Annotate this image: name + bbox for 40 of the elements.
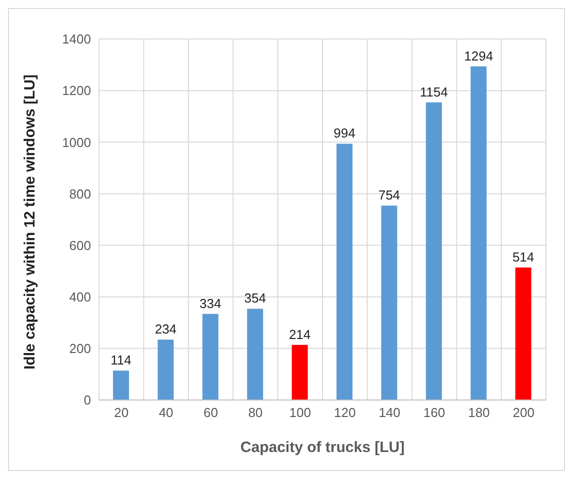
y-tick-label: 1200 (62, 83, 91, 98)
x-tick-label: 20 (114, 405, 129, 420)
data-label: 514 (512, 249, 534, 264)
data-label: 334 (200, 296, 222, 311)
data-label: 1294 (464, 48, 494, 64)
x-tick-label: 100 (289, 405, 311, 420)
y-tick-label: 0 (84, 392, 91, 408)
data-label: 114 (110, 352, 132, 368)
x-tick-label: 60 (204, 405, 218, 420)
data-label: 994 (334, 126, 356, 141)
y-tick-label: 1400 (62, 32, 91, 47)
bar (202, 314, 218, 400)
data-label: 1154 (420, 84, 448, 100)
bar (426, 102, 442, 400)
bar (381, 206, 398, 400)
bar (515, 267, 532, 400)
x-tick-label: 120 (334, 405, 356, 420)
x-tick-label: 140 (378, 405, 400, 420)
x-tick-label: 180 (468, 405, 490, 420)
bar (247, 308, 264, 400)
y-tick-label: 1000 (62, 134, 91, 150)
data-label: 354 (244, 290, 266, 306)
bar (336, 144, 352, 400)
x-tick-label: 40 (158, 405, 174, 420)
bar (292, 344, 308, 400)
x-tick-label: 200 (512, 405, 534, 420)
y-axis-title: Idle capacity within 12 time windows [LU] (21, 74, 38, 370)
y-tick-label: 400 (69, 289, 91, 304)
bar (113, 370, 129, 400)
x-axis-title: Capacity of trucks [LU] (240, 439, 405, 456)
bar (158, 340, 174, 400)
data-label: 214 (288, 326, 311, 342)
data-label: 234 (154, 322, 177, 337)
bar (470, 66, 487, 400)
y-tick-label: 200 (69, 341, 91, 356)
data-label: 754 (378, 188, 400, 203)
y-tick-label: 600 (69, 238, 91, 253)
x-tick-label: 80 (248, 405, 263, 420)
y-tick-label: 800 (69, 186, 91, 202)
x-tick-label: 160 (423, 405, 446, 420)
